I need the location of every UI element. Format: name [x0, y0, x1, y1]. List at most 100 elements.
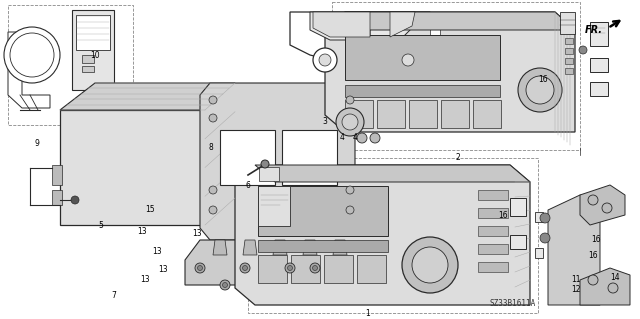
Bar — [473, 100, 501, 128]
Circle shape — [209, 96, 217, 104]
Text: SZ33B1611A: SZ33B1611A — [490, 299, 536, 308]
Text: 7: 7 — [111, 291, 116, 300]
Circle shape — [223, 283, 227, 287]
Bar — [565, 48, 573, 54]
Text: 16: 16 — [538, 75, 548, 84]
Bar — [258, 186, 388, 236]
Bar — [82, 66, 94, 72]
Circle shape — [220, 280, 230, 290]
Circle shape — [313, 48, 337, 72]
Text: 13: 13 — [137, 227, 147, 236]
Polygon shape — [548, 195, 600, 305]
Circle shape — [540, 233, 550, 243]
Circle shape — [209, 206, 217, 214]
Circle shape — [518, 68, 562, 112]
Circle shape — [402, 237, 458, 293]
Bar — [430, 27, 440, 35]
Bar — [82, 55, 94, 63]
Text: 13: 13 — [192, 229, 202, 239]
Polygon shape — [580, 268, 630, 305]
Circle shape — [310, 263, 320, 273]
Bar — [535, 248, 543, 258]
Polygon shape — [580, 185, 625, 225]
Text: 8: 8 — [209, 144, 213, 152]
Circle shape — [285, 263, 295, 273]
Circle shape — [209, 186, 217, 194]
Bar — [409, 100, 437, 128]
Polygon shape — [390, 12, 415, 37]
Bar — [258, 240, 388, 252]
Polygon shape — [345, 12, 575, 30]
Bar — [478, 262, 508, 272]
Text: 15: 15 — [145, 205, 155, 214]
Text: 16: 16 — [588, 251, 598, 261]
Bar — [220, 130, 275, 185]
Polygon shape — [213, 240, 227, 255]
Text: 11: 11 — [572, 275, 580, 284]
Circle shape — [412, 247, 448, 283]
Polygon shape — [205, 83, 235, 225]
Bar — [259, 167, 279, 181]
Text: 3: 3 — [323, 117, 328, 127]
Circle shape — [608, 283, 618, 293]
Bar — [345, 85, 500, 97]
Bar — [535, 212, 543, 222]
Bar — [345, 35, 500, 80]
Polygon shape — [310, 12, 415, 40]
Circle shape — [240, 263, 250, 273]
Circle shape — [526, 76, 554, 104]
Bar — [258, 186, 290, 226]
Bar — [345, 100, 373, 128]
Polygon shape — [333, 240, 347, 255]
Circle shape — [357, 133, 367, 143]
Text: 16: 16 — [498, 211, 508, 220]
Bar — [590, 22, 608, 46]
Bar — [590, 58, 608, 72]
Polygon shape — [303, 240, 317, 255]
Circle shape — [588, 275, 598, 285]
Text: 1: 1 — [365, 308, 371, 317]
Polygon shape — [243, 240, 257, 255]
Bar — [560, 12, 575, 34]
Polygon shape — [290, 12, 430, 60]
Bar — [478, 226, 508, 236]
Circle shape — [579, 46, 587, 54]
Bar — [76, 15, 110, 50]
Bar — [72, 10, 114, 90]
Bar — [510, 235, 526, 249]
Circle shape — [346, 206, 354, 214]
Text: 16: 16 — [591, 234, 601, 243]
Bar — [291, 255, 320, 283]
Circle shape — [370, 133, 380, 143]
Circle shape — [342, 114, 358, 130]
Polygon shape — [235, 165, 530, 305]
Bar — [52, 190, 62, 205]
Circle shape — [402, 54, 414, 66]
Text: 10: 10 — [90, 51, 100, 61]
Text: 2: 2 — [456, 153, 460, 162]
Circle shape — [71, 196, 79, 204]
Bar — [441, 100, 469, 128]
Text: 6: 6 — [246, 181, 250, 189]
Text: 13: 13 — [158, 264, 168, 273]
Text: 14: 14 — [610, 273, 620, 283]
Text: 4: 4 — [340, 133, 344, 143]
Bar — [590, 82, 608, 96]
Polygon shape — [60, 83, 235, 110]
Polygon shape — [185, 240, 370, 285]
Polygon shape — [255, 165, 530, 182]
Bar — [258, 255, 287, 283]
Circle shape — [346, 116, 354, 124]
Circle shape — [346, 96, 354, 104]
Circle shape — [198, 265, 202, 271]
Circle shape — [602, 203, 612, 213]
Text: 13: 13 — [152, 248, 162, 256]
Circle shape — [540, 213, 550, 223]
Circle shape — [396, 48, 420, 72]
Circle shape — [195, 263, 205, 273]
Circle shape — [346, 186, 354, 194]
Polygon shape — [273, 240, 287, 255]
Bar — [52, 165, 62, 185]
Circle shape — [4, 27, 60, 83]
Circle shape — [319, 54, 331, 66]
